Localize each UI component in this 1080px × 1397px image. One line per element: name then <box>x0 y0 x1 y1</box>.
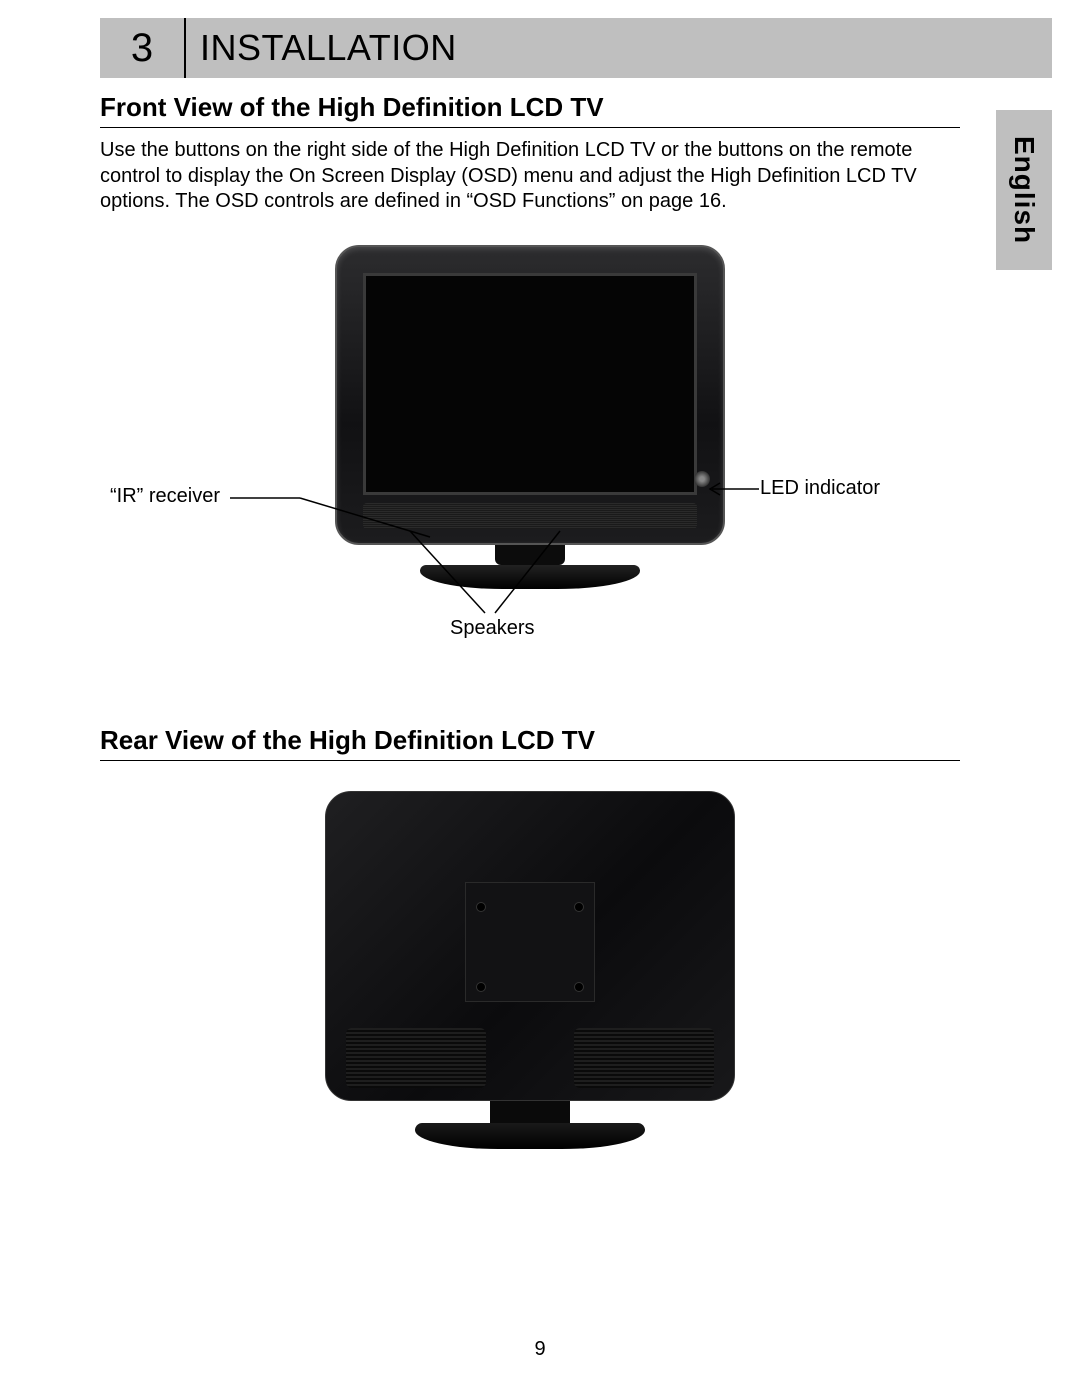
led-indicator-label: LED indicator <box>760 477 880 499</box>
front-view-description: Use the buttons on the right side of the… <box>100 138 960 215</box>
tv-screen <box>363 273 697 495</box>
ir-receiver-callout: “IR” receiver <box>110 485 220 508</box>
vesa-mount-hole <box>476 902 486 912</box>
tv-rear-illustration <box>325 791 735 1149</box>
page-number: 9 <box>0 1338 1080 1361</box>
front-view-figure: “IR” receiver LED indicator Speakers <box>100 245 960 705</box>
tv-rear-body <box>325 791 735 1101</box>
tv-rear-stand-base <box>415 1123 645 1149</box>
front-view-heading: Front View of the High Definition LCD TV <box>100 92 960 128</box>
chapter-number: 3 <box>100 18 186 78</box>
tv-rear-vent-left <box>346 1028 486 1088</box>
vesa-mount-hole <box>476 982 486 992</box>
tv-rear-stand-neck <box>490 1101 570 1123</box>
page-content: Front View of the High Definition LCD TV… <box>100 92 960 1221</box>
vesa-mount-hole <box>574 902 584 912</box>
speakers-callout: Speakers <box>450 617 535 640</box>
led-indicator-arrow-icon <box>704 481 764 501</box>
rear-view-figure <box>100 791 960 1221</box>
language-label: English <box>1008 136 1040 244</box>
tv-rear-vent-right <box>574 1028 714 1088</box>
speakers-leader-lines <box>390 521 570 621</box>
led-indicator-callout: LED indicator <box>760 477 880 500</box>
rear-view-heading: Rear View of the High Definition LCD TV <box>100 725 960 761</box>
chapter-title: INSTALLATION <box>186 18 1052 78</box>
vesa-mount-hole <box>574 982 584 992</box>
language-tab: English <box>996 110 1052 270</box>
chapter-header: 3 INSTALLATION <box>100 18 1052 78</box>
ir-receiver-label: “IR” receiver <box>110 485 220 507</box>
